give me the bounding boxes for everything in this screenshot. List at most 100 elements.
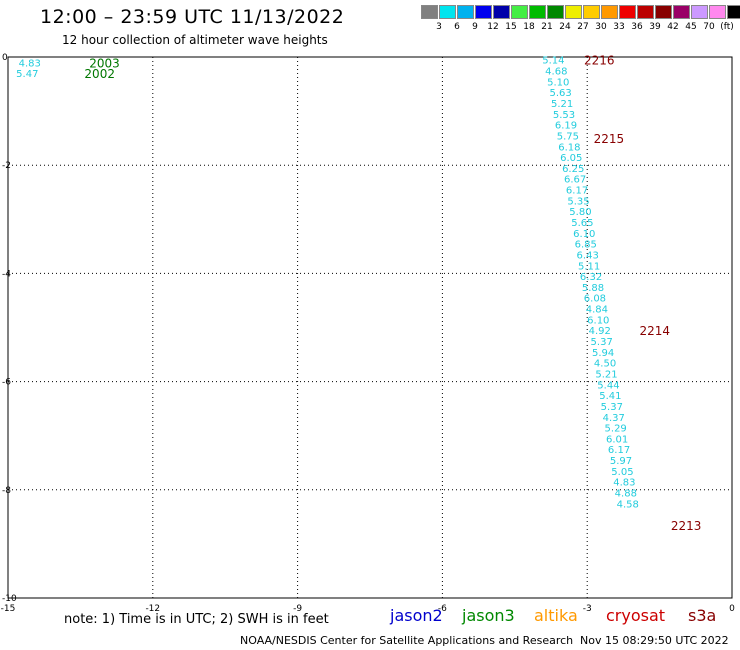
color-scale-label: 18 bbox=[523, 22, 535, 32]
wave-height-point: 5.10 bbox=[547, 77, 569, 88]
x-tick-label: -3 bbox=[583, 604, 592, 614]
pass-time-label: 2215 bbox=[594, 132, 625, 146]
color-scale-bar bbox=[421, 5, 740, 19]
wave-height-point: 6.05 bbox=[560, 153, 582, 164]
wave-height-point: 6.85 bbox=[575, 240, 597, 251]
wave-height-point: 6.10 bbox=[573, 229, 595, 240]
x-tick-label: -6 bbox=[438, 604, 447, 614]
wave-height-point: 6.67 bbox=[564, 175, 586, 186]
color-swatch bbox=[529, 5, 546, 19]
wave-height-point: 6.01 bbox=[606, 434, 628, 445]
legend-entry: cryosat bbox=[606, 606, 666, 625]
wave-height-point: 5.47 bbox=[16, 69, 38, 80]
wave-height-point: 6.10 bbox=[587, 315, 609, 326]
color-scale-label: 33 bbox=[613, 22, 625, 32]
pass-time-label: 2213 bbox=[671, 519, 702, 533]
color-swatch bbox=[709, 5, 726, 19]
color-swatch bbox=[583, 5, 600, 19]
y-tick-label: 0 bbox=[2, 53, 8, 63]
chart-title: 12:00 – 23:59 UTC 11/13/2022 bbox=[40, 6, 345, 28]
color-scale-label: 12 bbox=[487, 22, 499, 32]
wave-height-point: 5.21 bbox=[595, 369, 617, 380]
wave-height-point: 5.11 bbox=[578, 261, 600, 272]
color-scale-label: 36 bbox=[631, 22, 643, 32]
color-swatch bbox=[547, 5, 564, 19]
color-swatch bbox=[565, 5, 582, 19]
color-scale-labels: 3 6 9 12 15 18 21 24 27 30 33 36 39 42 45 70 (ft) bbox=[421, 22, 739, 34]
wave-height-point: 5.35 bbox=[567, 196, 589, 207]
color-scale-label: 30 bbox=[595, 22, 607, 32]
color-swatch bbox=[493, 5, 510, 19]
wave-height-point: 4.84 bbox=[586, 305, 608, 316]
y-tick-label: -2 bbox=[2, 161, 11, 171]
color-swatch bbox=[655, 5, 672, 19]
wave-height-point: 6.43 bbox=[577, 250, 599, 261]
chart-subtitle: 12 hour collection of altimeter wave hei… bbox=[62, 33, 328, 47]
legend-entry: jason3 bbox=[462, 606, 515, 625]
x-tick-label: -15 bbox=[1, 604, 16, 614]
pass-time-label: 2214 bbox=[639, 324, 670, 338]
wave-height-point: 5.65 bbox=[571, 218, 593, 229]
wave-height-point: 5.14 bbox=[542, 56, 564, 67]
wave-height-point: 6.25 bbox=[562, 164, 584, 175]
wave-height-point: 4.83 bbox=[19, 58, 41, 69]
wave-height-point: 6.19 bbox=[555, 121, 577, 132]
color-swatch bbox=[457, 5, 474, 19]
color-swatch bbox=[619, 5, 636, 19]
color-scale-label: 6 bbox=[454, 22, 460, 32]
wave-height-point: 4.83 bbox=[613, 478, 635, 489]
color-scale-label: 45 bbox=[685, 22, 697, 32]
pass-time-label: 2216 bbox=[584, 54, 615, 68]
wave-height-point: 5.29 bbox=[605, 424, 627, 435]
wave-height-point: 4.50 bbox=[594, 359, 616, 370]
color-swatch bbox=[691, 5, 708, 19]
color-swatch bbox=[727, 5, 740, 19]
y-tick-label: -10 bbox=[2, 594, 17, 604]
wave-height-point: 6.18 bbox=[558, 142, 580, 153]
color-scale-label: 27 bbox=[577, 22, 589, 32]
wave-height-point: 6.17 bbox=[608, 445, 630, 456]
timestamp-text: Nov 15 08:29:50 UTC 2022 bbox=[580, 634, 729, 647]
wave-height-point: 5.37 bbox=[601, 402, 623, 413]
wave-height-point: 5.41 bbox=[599, 391, 621, 402]
color-scale-label: 39 bbox=[649, 22, 661, 32]
wave-height-point: 5.05 bbox=[611, 467, 633, 478]
legend-entry: jason2 bbox=[390, 606, 443, 625]
legend-entry: s3a bbox=[688, 606, 717, 625]
wave-height-point: 6.32 bbox=[580, 272, 602, 283]
color-scale-label: 24 bbox=[559, 22, 571, 32]
wave-height-point: 4.92 bbox=[589, 326, 611, 337]
wave-height-point: 6.17 bbox=[566, 186, 588, 197]
color-scale-label: 21 bbox=[541, 22, 553, 32]
wave-height-point: 5.63 bbox=[550, 88, 572, 99]
color-swatch bbox=[673, 5, 690, 19]
color-swatch bbox=[439, 5, 456, 19]
wave-height-point: 5.97 bbox=[610, 456, 632, 467]
color-swatch bbox=[475, 5, 492, 19]
legend-entry: altika bbox=[534, 606, 578, 625]
wave-height-point: 5.80 bbox=[569, 207, 591, 218]
plot-frame bbox=[7, 56, 733, 599]
x-tick-label: -12 bbox=[145, 604, 160, 614]
note-text: note: 1) Time is in UTC; 2) SWH is in fe… bbox=[64, 612, 329, 627]
color-scale-label: 70 bbox=[703, 22, 715, 32]
wave-height-point: 4.58 bbox=[617, 499, 639, 510]
color-scale-label: 9 bbox=[472, 22, 478, 32]
color-scale-label: (ft) bbox=[720, 22, 734, 32]
color-swatch bbox=[601, 5, 618, 19]
wave-height-point: 4.68 bbox=[545, 67, 567, 78]
wave-height-point: 5.75 bbox=[557, 131, 579, 142]
color-swatch bbox=[637, 5, 654, 19]
wave-height-point: 6.08 bbox=[584, 294, 606, 305]
wave-height-point: 5.94 bbox=[592, 348, 614, 359]
y-tick-label: -6 bbox=[2, 378, 11, 388]
pass-time-label: 2003 bbox=[89, 56, 120, 70]
color-swatch bbox=[511, 5, 528, 19]
color-scale-label: 3 bbox=[436, 22, 442, 32]
credit-text: NOAA/NESDIS Center for Satellite Applica… bbox=[240, 634, 574, 647]
x-tick-label: 0 bbox=[729, 604, 735, 614]
wave-height-point: 5.53 bbox=[553, 110, 575, 121]
wave-height-point: 5.21 bbox=[551, 99, 573, 110]
wave-height-point: 4.37 bbox=[603, 413, 625, 424]
